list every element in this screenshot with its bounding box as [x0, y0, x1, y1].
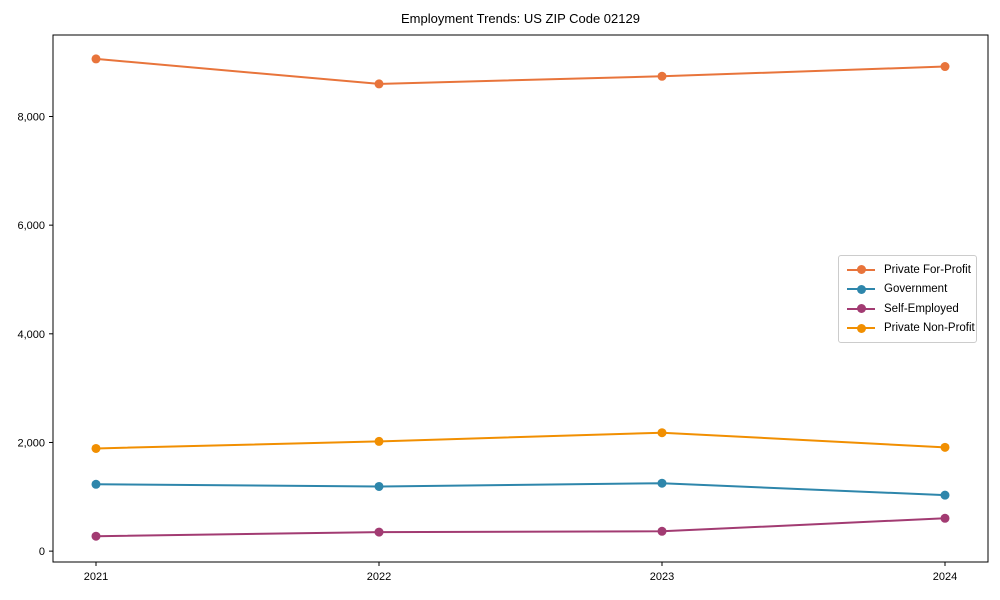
series-marker [374, 79, 384, 89]
series-marker [940, 442, 950, 452]
plot-border [52, 34, 989, 563]
legend-line-marker-swatch [847, 284, 875, 294]
series-marker [374, 436, 384, 446]
series-marker [940, 490, 950, 500]
x-tick-label: 2021 [84, 571, 108, 583]
series-marker [91, 479, 101, 489]
legend-item: Private Non-Profit [847, 319, 975, 339]
legend-item: Government [847, 280, 970, 300]
series-marker [657, 526, 667, 536]
y-tick-label: 2,000 [17, 437, 45, 449]
series-line [95, 482, 946, 497]
x-tick-label: 2022 [367, 571, 391, 583]
series-line [95, 431, 946, 450]
series-marker [657, 71, 667, 81]
legend-line-marker-swatch [847, 265, 875, 275]
series-line [95, 517, 946, 538]
legend-label: Self-Employed [884, 302, 959, 315]
y-tick-label: 4,000 [17, 329, 45, 341]
series-marker [940, 513, 950, 523]
series-marker [374, 527, 384, 537]
legend-line-marker-swatch [847, 323, 875, 333]
series-marker [657, 478, 667, 488]
series-marker [91, 443, 101, 453]
y-tick-label: 8,000 [17, 111, 45, 123]
x-tick-label: 2023 [650, 571, 674, 583]
series-marker [657, 428, 667, 438]
series-marker [940, 62, 950, 72]
x-tick-label: 2024 [933, 571, 957, 583]
legend-item: Self-Employed [847, 299, 970, 319]
y-tick-label: 0 [39, 546, 45, 558]
legend-label: Government [884, 283, 948, 296]
series-marker [91, 54, 101, 64]
y-tick-label: 6,000 [17, 220, 45, 232]
legend-line-marker-swatch [847, 304, 875, 314]
chart-title: Employment Trends: US ZIP Code 02129 [401, 11, 640, 26]
legend-item: Private For-Profit [847, 260, 971, 280]
legend-label: Private For-Profit [884, 263, 971, 276]
series-marker [91, 531, 101, 541]
legend: Private For-Profit Government Self-Emplo… [838, 255, 977, 343]
series-line [95, 57, 946, 85]
legend-label: Private Non-Profit [884, 322, 975, 335]
series-marker [374, 481, 384, 491]
